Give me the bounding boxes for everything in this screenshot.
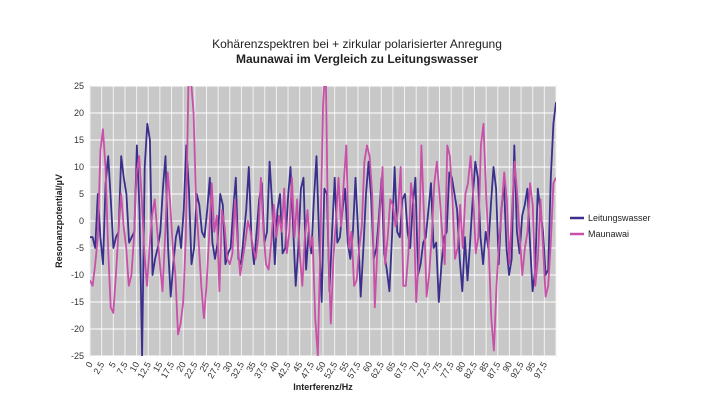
x-tick-label: 37,5 (252, 360, 269, 380)
y-tick-label: 15 (74, 135, 84, 145)
x-tick-label: 85 (477, 360, 491, 374)
x-tick-label: 80 (454, 360, 468, 374)
y-tick-label: -20 (71, 324, 84, 334)
x-tick-label: 35 (244, 360, 258, 374)
x-tick-label: 95 (524, 360, 538, 374)
x-tick-label: 12,5 (136, 360, 153, 380)
x-tick-label: 65 (384, 360, 398, 374)
x-tick-label: 47,5 (299, 360, 316, 380)
x-tick-label: 92,5 (508, 360, 525, 380)
x-tick-label: 62,5 (369, 360, 386, 380)
x-tick-label: 70 (407, 360, 421, 374)
x-tick-label: 82,5 (462, 360, 479, 380)
chart-title: Kohärenzspektren bei + zirkular polarisi… (212, 37, 502, 51)
x-tick-label: 5 (107, 360, 118, 369)
y-tick-label: -25 (71, 351, 84, 361)
x-tick-label: 17,5 (159, 360, 176, 380)
x-tick-label: 57,5 (345, 360, 362, 380)
x-tick-label: 45 (291, 360, 305, 374)
y-tick-label: -10 (71, 270, 84, 280)
x-tick-label: 30 (221, 360, 235, 374)
y-tick-label: -15 (71, 297, 84, 307)
y-tick-label: 20 (74, 108, 84, 118)
x-axis-title: Interferenz/Hz (293, 382, 353, 392)
x-tick-label: 22,5 (182, 360, 199, 380)
x-tick-label: 2,5 (91, 360, 106, 376)
x-tick-label: 27,5 (205, 360, 222, 380)
y-tick-label: 25 (74, 81, 84, 91)
x-tick-label: 72,5 (415, 360, 432, 380)
x-tick-label: 40 (267, 360, 281, 374)
series-line-maunawai (90, 86, 556, 356)
x-tick-label: 55 (337, 360, 351, 374)
x-tick-label: 90 (500, 360, 514, 374)
x-tick-label: 60 (361, 360, 375, 374)
x-tick-label: 42,5 (275, 360, 292, 380)
x-tick-label: 75 (431, 360, 445, 374)
x-tick-label: 87,5 (485, 360, 502, 380)
y-tick-label: 5 (79, 189, 84, 199)
x-tick-label: 0 (84, 360, 95, 369)
y-tick-label: 10 (74, 162, 84, 172)
y-axis-title: Resonanzpotential/µV (54, 174, 64, 268)
series-line-leitungswasser (90, 102, 556, 356)
x-tick-label: 67,5 (392, 360, 409, 380)
legend-label-maunawai: Maunawai (588, 229, 629, 239)
x-tick-label: 20 (174, 360, 188, 374)
x-tick-label: 52,5 (322, 360, 339, 380)
chart-subtitle: Maunawai im Vergleich zu Leitungswasser (236, 52, 478, 66)
x-tick-label: 15 (151, 360, 165, 374)
x-tick-label: 77,5 (438, 360, 455, 380)
x-tick-label: 50 (314, 360, 328, 374)
y-tick-label: 0 (79, 216, 84, 226)
x-tick-label: 97,5 (532, 360, 549, 380)
y-tick-label: -5 (76, 243, 84, 253)
legend-label-leitungswasser: Leitungswasser (588, 213, 651, 223)
x-tick-label: 10 (128, 360, 142, 374)
x-tick-label: 25 (198, 360, 212, 374)
x-tick-label: 32,5 (229, 360, 246, 380)
